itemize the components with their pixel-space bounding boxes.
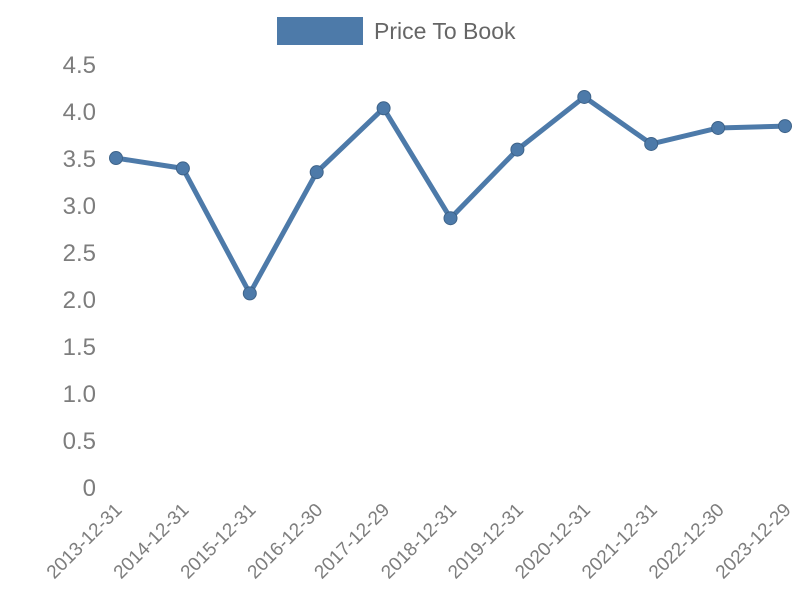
y-axis-tick-label: 1.0 bbox=[63, 381, 96, 408]
y-axis-tick-label: 0 bbox=[83, 475, 96, 502]
data-point-marker bbox=[109, 151, 123, 166]
data-point-marker bbox=[510, 142, 525, 157]
y-axis-tick-label: 4.0 bbox=[63, 99, 96, 126]
data-point-marker bbox=[711, 120, 726, 135]
y-axis-tick-label: 4.5 bbox=[63, 52, 96, 79]
y-axis-tick-label: 3.5 bbox=[63, 146, 96, 173]
y-axis-tick-label: 2.5 bbox=[63, 240, 96, 267]
data-point-marker bbox=[309, 165, 324, 180]
y-axis-tick-label: 1.5 bbox=[63, 334, 96, 361]
y-axis-tick-label: 0.5 bbox=[63, 428, 96, 455]
legend-label: Price To Book bbox=[374, 18, 516, 44]
legend-swatch-icon bbox=[277, 17, 363, 45]
data-point-marker bbox=[644, 136, 659, 151]
y-axis-tick-label: 2.0 bbox=[63, 287, 96, 314]
data-point-marker bbox=[577, 89, 592, 104]
data-point-marker bbox=[242, 286, 257, 301]
data-point-marker bbox=[376, 101, 391, 116]
data-point-marker bbox=[443, 211, 458, 226]
chart-legend[interactable]: Price To Book bbox=[277, 17, 515, 45]
y-axis-tick-label: 3.0 bbox=[63, 193, 96, 220]
data-point-marker bbox=[778, 119, 792, 134]
series-line bbox=[113, 94, 788, 296]
data-point-marker bbox=[175, 161, 190, 176]
